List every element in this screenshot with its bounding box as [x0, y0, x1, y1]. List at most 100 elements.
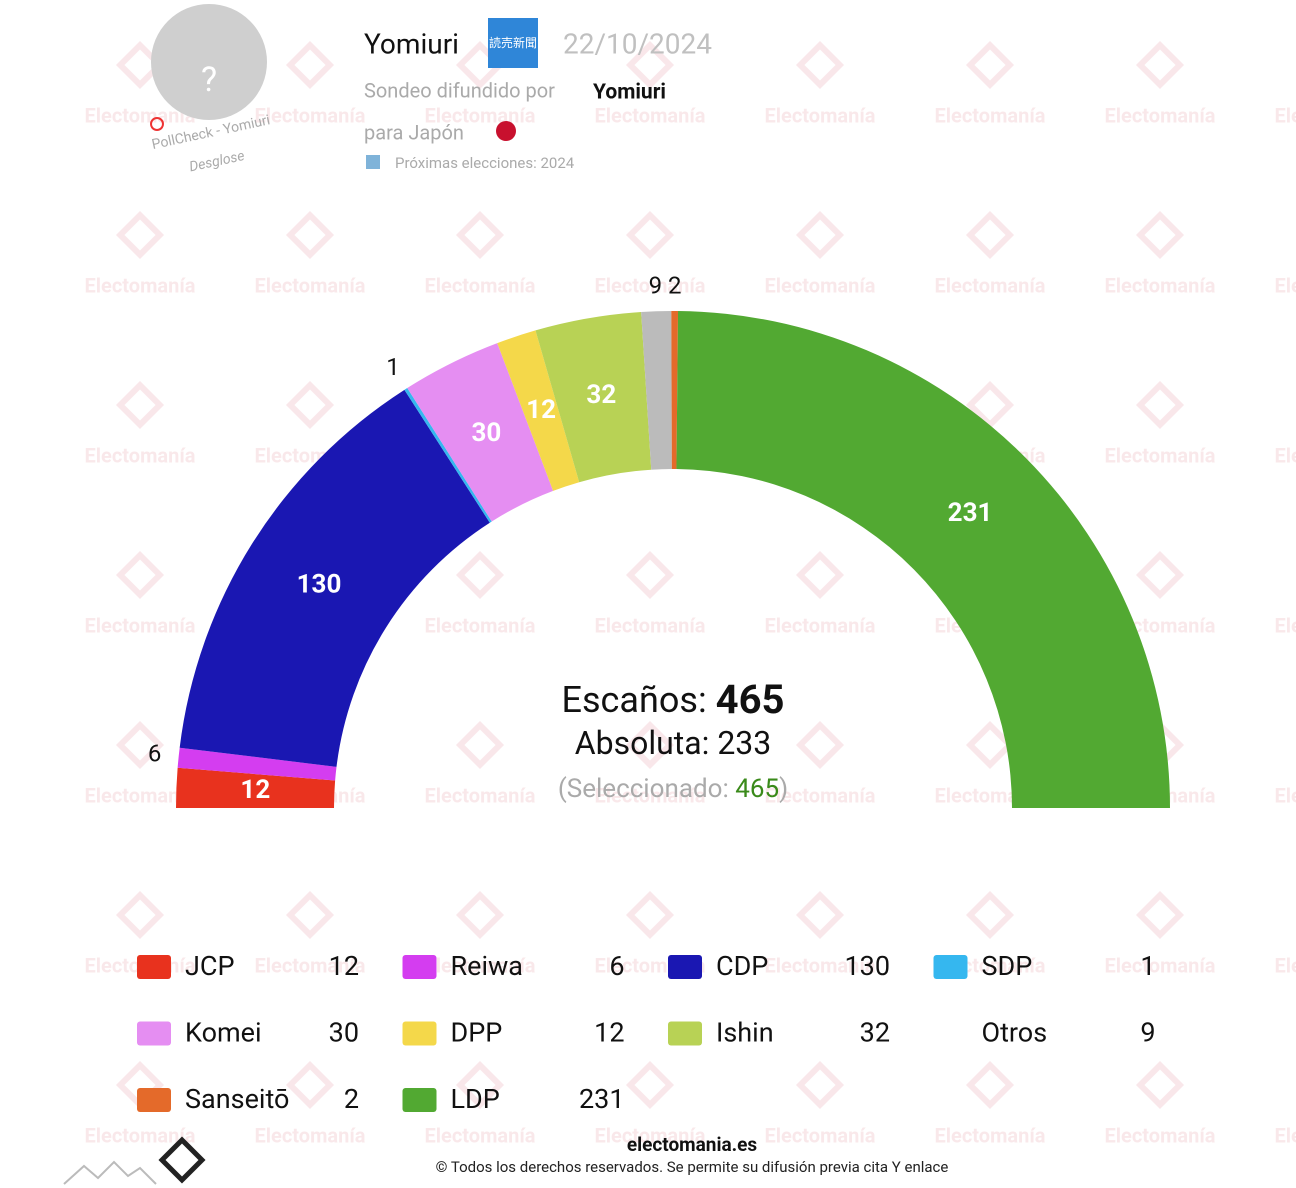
watermark-icon	[965, 210, 1015, 260]
seat-segment	[671, 311, 679, 470]
watermark: Electomanía	[1275, 953, 1296, 977]
legend-icon	[402, 1021, 437, 1046]
legend-value: 1	[1140, 950, 1155, 982]
seats-value: 465	[716, 676, 785, 723]
selected-close: )	[779, 774, 788, 804]
watermark-icon	[625, 40, 675, 90]
seat-segment	[179, 389, 490, 767]
flag	[496, 121, 516, 141]
seat-segment	[497, 330, 580, 491]
watermark: Electomanía	[425, 273, 536, 297]
watermark: Electomanía	[1105, 1123, 1216, 1147]
watermark: Electomanía	[765, 103, 876, 127]
legend-name: LDP	[451, 1083, 500, 1115]
site: electomania.es	[627, 1133, 758, 1156]
legend-value: 6	[609, 950, 624, 982]
watermark: Electomanía	[425, 103, 536, 127]
watermark: Electomanía	[255, 1123, 366, 1147]
watermark-icon	[285, 40, 335, 90]
watermark-icon	[115, 720, 165, 770]
watermark: Electomanía	[935, 103, 1046, 127]
legend-value: 2	[344, 1083, 359, 1115]
watermark: Electomanía	[425, 953, 536, 977]
watermark: Electomanía	[1105, 953, 1216, 977]
watermark-icon	[115, 890, 165, 940]
watermark-icon	[115, 550, 165, 600]
watermark: Electomanía	[765, 273, 876, 297]
watermark: Electomanía	[1275, 1123, 1296, 1147]
spread-by: Yomiuri	[593, 81, 666, 105]
watermark: Electomanía	[255, 953, 366, 977]
watermark-icon	[795, 1060, 845, 1110]
watermark-icon	[625, 720, 675, 770]
watermark-icon	[285, 890, 335, 940]
watermark-icon	[625, 890, 675, 940]
watermark: Electomanía	[1105, 103, 1216, 127]
legend-value: 12	[594, 1017, 624, 1049]
seats-label: Escaños:	[562, 679, 707, 721]
avatar-mark: ?	[201, 60, 217, 100]
watermark-icon	[115, 40, 165, 90]
seat-segment	[535, 312, 652, 483]
watermark: Electomanía	[425, 1123, 536, 1147]
legend-value: 130	[844, 950, 890, 982]
watermark: Electomanía	[1105, 273, 1216, 297]
watermark-icon	[795, 550, 845, 600]
segment-label: 30	[471, 418, 501, 448]
legend-icon	[668, 1021, 702, 1046]
watermark-icon	[965, 1060, 1015, 1110]
watermark-icon	[455, 720, 505, 770]
watermark-icon	[455, 890, 505, 940]
breakdown: Desglose	[188, 148, 246, 175]
seat-segment	[404, 388, 492, 523]
legend: JCP 12 Reiwa 6 CDP 130 SDP 1 Komei 30 DPP 12 Ishin 32…	[137, 950, 1156, 1115]
spread-label: Sondeo difundido por	[364, 78, 555, 102]
majority-label: Absoluta:	[575, 724, 710, 762]
watermark: Electomanía	[425, 783, 536, 807]
seats-total: Escaños: 465	[562, 676, 785, 723]
legend-value: 9	[1140, 1017, 1155, 1049]
selected-label: (Seleccionado:	[558, 774, 729, 804]
watermark: Electomanía	[1105, 443, 1216, 467]
seat-segment	[676, 311, 1170, 808]
segment-label: 32	[586, 380, 616, 410]
next-elections: Próximas elecciones: 2024	[395, 154, 575, 172]
legend-icon	[668, 955, 702, 979]
watermark: Electomanía	[595, 1123, 706, 1147]
pollster-logo-text: 読売新聞	[489, 35, 537, 50]
legend-icon	[137, 1088, 171, 1112]
segment-label-outside: 6	[148, 740, 162, 768]
watermark: Electomanía	[595, 613, 706, 637]
date: 22/10/2024	[563, 27, 712, 60]
watermark-icon	[795, 890, 845, 940]
legend-value: 231	[579, 1083, 625, 1115]
watermark-icon	[965, 720, 1015, 770]
watermark-icon	[1135, 550, 1185, 600]
watermark-icon	[965, 890, 1015, 940]
watermark-icon	[455, 1060, 505, 1110]
legend-icon	[933, 955, 968, 979]
legend-name: JCP	[185, 950, 235, 982]
segment-label-outside: 1	[386, 353, 400, 381]
watermark: Electomanía	[1275, 273, 1296, 297]
legend-value: 30	[329, 1017, 359, 1049]
legend-name: Ishin	[716, 1017, 774, 1049]
watermark-icon	[115, 210, 165, 260]
pollcheck-icon	[150, 117, 164, 131]
rights: © Todos los derechos reservados. Se perm…	[436, 1158, 949, 1176]
country: para Japón	[364, 120, 464, 144]
legend-name: Otros	[982, 1017, 1048, 1049]
watermark-icon	[285, 1060, 335, 1110]
legend-icon	[402, 1088, 437, 1112]
watermark: Electomanía	[595, 273, 706, 297]
legend-value: 32	[860, 1017, 890, 1049]
footer-logo	[158, 1136, 206, 1184]
watermark: Electomanía	[255, 103, 366, 127]
segment-label: 12	[240, 775, 270, 805]
legend-name: DPP	[451, 1017, 503, 1049]
watermark: Electomanía	[85, 443, 196, 467]
watermark: Electomanía	[1275, 613, 1296, 637]
watermark-icon	[965, 40, 1015, 90]
watermark-icon	[1135, 1060, 1185, 1110]
